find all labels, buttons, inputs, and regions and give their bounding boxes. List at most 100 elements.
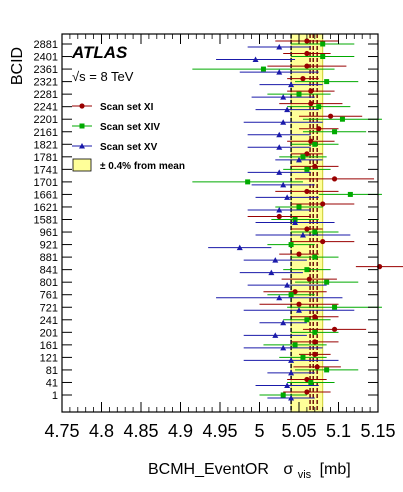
data-point [276, 144, 283, 150]
data-point [312, 329, 318, 335]
data-point [288, 242, 294, 248]
y-tick-label: 1701 [34, 177, 58, 189]
data-point [252, 56, 259, 63]
data-point [308, 101, 314, 107]
data-point [292, 219, 299, 225]
x-tick-label: 5.1 [326, 421, 351, 441]
x-axis-label-sub: vis [298, 469, 312, 481]
data-point [304, 317, 310, 323]
data-point [296, 307, 302, 313]
data-point [304, 166, 310, 172]
data-point [320, 41, 326, 47]
data-point [304, 188, 310, 195]
legend-label: Scan set XV [100, 142, 158, 153]
data-point [288, 395, 295, 401]
data-point [296, 204, 302, 210]
data-point [284, 282, 291, 288]
data-point [304, 63, 310, 69]
data-point [316, 126, 322, 132]
data-point [280, 94, 287, 100]
data-point [332, 129, 338, 135]
data-point [245, 179, 251, 185]
data-point [299, 232, 306, 238]
x-tick-label: 5.05 [281, 421, 316, 441]
y-tick-label: 241 [40, 315, 58, 327]
legend-band-swatch [72, 158, 92, 172]
x-axis-label: BCMH_EventOR σ vis [mb] [148, 461, 351, 482]
data-point [292, 289, 298, 295]
data-point [320, 201, 326, 207]
data-point [308, 379, 314, 385]
legend-label: Scan set XI [100, 102, 154, 113]
data-point [236, 244, 243, 251]
y-tick-label: 201 [40, 327, 58, 339]
data-point [272, 257, 279, 263]
data-point [276, 294, 283, 301]
y-tick-label: 1741 [34, 164, 58, 176]
data-point [306, 276, 312, 282]
data-point [276, 44, 283, 50]
data-point [296, 91, 302, 97]
data-point [304, 50, 310, 57]
chart-title: ATLAS [71, 43, 128, 62]
data-point [296, 301, 302, 307]
x-tick-label: 4.75 [44, 421, 79, 441]
data-point [324, 367, 330, 373]
y-tick-label: 2281 [34, 89, 58, 101]
y-tick-label: 2201 [34, 114, 58, 126]
data-point [332, 304, 338, 310]
data-point [276, 69, 283, 75]
data-point [312, 254, 318, 260]
data-point [331, 326, 338, 332]
y-tick-label: 2361 [34, 64, 58, 76]
data-point [288, 369, 295, 376]
y-tick-label: 921 [40, 240, 58, 252]
series-triangle [208, 44, 355, 401]
data-point [280, 319, 287, 326]
data-point [320, 238, 326, 245]
y-tick-label: 161 [40, 340, 58, 352]
ticks-layer: 4.75 4.8 4.85 4.9 4.95 5 5.05 5.1 5.151418112116… [34, 34, 396, 441]
data-point [288, 292, 294, 298]
legend-marker [79, 103, 85, 109]
y-tick-label: 2881 [34, 39, 58, 51]
x-axis-label-main: BCMH_EventOR [148, 461, 269, 478]
data-point [280, 181, 287, 188]
data-point [304, 226, 310, 232]
data-point [304, 151, 310, 157]
data-point [304, 267, 310, 273]
x-tick-label: 5 [254, 421, 264, 441]
data-point [300, 354, 306, 360]
data-point [276, 206, 283, 213]
data-point [304, 389, 310, 395]
data-point [308, 138, 314, 144]
data-point [288, 357, 295, 363]
data-point [347, 191, 353, 197]
data-point [312, 351, 318, 357]
y-tick-label: 1 [52, 390, 58, 402]
data-point [292, 342, 298, 348]
data-point [339, 116, 345, 122]
data-point [260, 66, 266, 72]
x-tick-label: 4.85 [123, 421, 158, 441]
data-point [320, 54, 326, 60]
y-tick-label: 81 [46, 365, 58, 377]
data-points-layer [192, 38, 403, 401]
data-point [280, 392, 286, 398]
data-point [312, 163, 318, 169]
y-tick-label: 1781 [34, 152, 58, 164]
y-tick-label: 1661 [34, 189, 58, 201]
y-tick-label: 961 [40, 227, 58, 239]
y-axis-label: BCID [9, 47, 26, 85]
data-point [300, 154, 306, 160]
data-point [284, 382, 291, 388]
x-tick-label: 4.95 [202, 421, 237, 441]
y-tick-label: 881 [40, 252, 58, 264]
series-square [192, 41, 382, 398]
x-axis-label-sigma: σ [283, 461, 293, 478]
y-tick-label: 2161 [34, 127, 58, 139]
data-point [296, 251, 302, 257]
y-tick-label: 761 [40, 290, 58, 302]
data-point [304, 38, 310, 44]
data-point [331, 176, 338, 182]
